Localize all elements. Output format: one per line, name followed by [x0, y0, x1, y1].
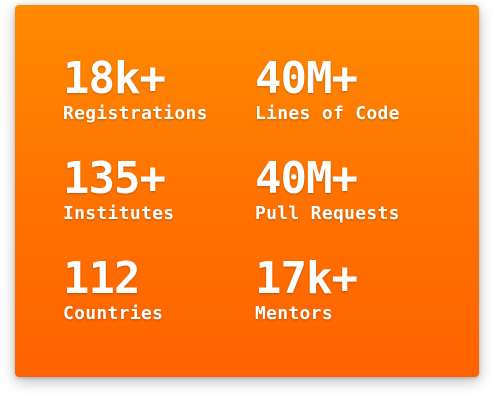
stat-registrations: 18k+ Registrations — [63, 57, 255, 157]
stat-value: 135+ — [63, 153, 166, 204]
stat-label: Mentors — [255, 303, 333, 324]
stat-value: 18k+ — [63, 53, 166, 104]
stat-value: 40M+ — [255, 53, 358, 104]
stat-institutes: 135+ Institutes — [63, 157, 255, 257]
stat-label: Countries — [63, 303, 164, 324]
stat-countries: 112 Countries — [63, 257, 255, 357]
stat-value: 112 — [63, 253, 140, 304]
stat-value: 17k+ — [255, 253, 358, 304]
stat-value: 40M+ — [255, 153, 358, 204]
stat-label: Pull Requests — [255, 203, 400, 224]
stat-mentors: 17k+ Mentors — [255, 257, 447, 357]
stat-lines-of-code: 40M+ Lines of Code — [255, 57, 447, 157]
stat-label: Lines of Code — [255, 103, 400, 124]
stat-pull-requests: 40M+ Pull Requests — [255, 157, 447, 257]
stats-grid: 18k+ Registrations 40M+ Lines of Code 13… — [63, 57, 447, 357]
stat-label: Institutes — [63, 203, 175, 224]
stats-card: 18k+ Registrations 40M+ Lines of Code 13… — [15, 5, 479, 377]
stat-label: Registrations — [63, 103, 208, 124]
